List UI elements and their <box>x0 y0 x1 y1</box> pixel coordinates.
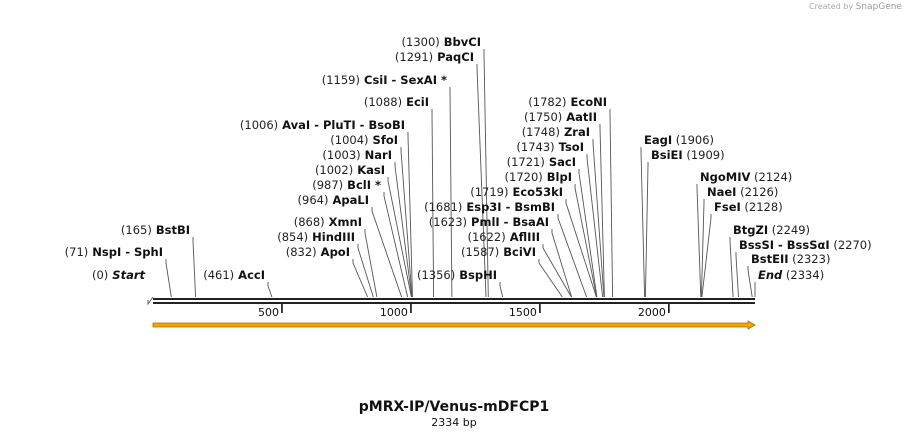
site-line-start <box>147 296 154 306</box>
site-line-apali <box>371 207 403 298</box>
site-label-hindiii: (854) HindIII <box>277 230 355 244</box>
site-label-nari: (1003) NarI <box>322 148 392 162</box>
site-line-paqci <box>476 64 487 298</box>
site-line-sfoi <box>400 147 413 298</box>
site-line-eco53ki <box>565 199 597 298</box>
site-label-bstbi: (165) BstBI <box>121 223 190 237</box>
site-label-start: (0) Start <box>92 268 146 282</box>
sequence-length: 2334 bp <box>431 416 477 429</box>
site-label-acci: (461) AccI <box>203 268 265 282</box>
site-line-nspi <box>165 259 172 298</box>
site-line-hindiii <box>357 244 374 298</box>
site-line-btgzi <box>729 237 734 298</box>
site-label-zrai: (1748) ZraI <box>522 125 590 139</box>
site-line-tsoi <box>586 154 604 298</box>
site-line-bcivi <box>538 259 563 298</box>
credit-prefix: Created by <box>809 2 854 11</box>
site-label-bsphi: (1356) BspHI <box>417 268 497 282</box>
site-line-xmni <box>364 229 378 298</box>
site-line-afliii <box>542 244 572 298</box>
site-line-saci <box>578 169 598 298</box>
site-line-bsssi <box>735 252 739 298</box>
site-line-aatii <box>599 124 605 298</box>
site-label-bsiei: BsiEI (1909) <box>651 148 725 162</box>
site-line-nari <box>394 162 413 298</box>
site-label-saci: (1721) SacI <box>507 155 576 169</box>
site-line-apoi <box>352 259 369 298</box>
site-label-tsoi: (1743) TsoI <box>516 140 584 154</box>
axis-tick-label-2000: 2000 <box>638 306 666 319</box>
site-label-esp3i: (1681) Esp3I - BsmBI <box>424 200 555 214</box>
site-line-pmli <box>551 229 573 298</box>
site-label-sfoi: (1004) SfoI <box>330 133 398 147</box>
site-label-pmli: (1623) PmlI - BsaAI <box>429 215 549 229</box>
site-label-bsteii: BstEII (2323) <box>751 252 830 266</box>
site-label-bcli: (987) BclI * <box>312 178 381 192</box>
site-line-bsphi <box>499 282 504 298</box>
site-label-aatii: (1750) AatII <box>524 110 597 124</box>
site-label-fsei: FseI (2128) <box>714 200 783 214</box>
site-label-btgzi: BtgZI (2249) <box>733 223 810 237</box>
site-label-end: End (2334) <box>758 268 824 282</box>
site-label-ecii: (1088) EciI <box>364 95 429 109</box>
site-line-avai <box>407 132 413 298</box>
site-label-bcivi: (1587) BciVI <box>461 245 536 259</box>
site-line-zrai <box>592 139 605 298</box>
site-line-naei <box>700 199 705 298</box>
map-title: pMRX-IP/Venus-mDFCP1 <box>358 399 550 415</box>
axis-tick-label-500: 500 <box>258 306 279 319</box>
site-label-apali: (964) ApaLI <box>298 193 369 207</box>
site-line-bcli <box>383 192 409 298</box>
site-label-avai: (1006) AvaI - PluTI - BsoBI <box>240 118 405 132</box>
snapgene-logo: SnapGene <box>855 2 902 12</box>
snapgene-credit: Created by SnapGene <box>809 2 902 12</box>
site-line-econi <box>609 109 614 298</box>
site-line-kasi <box>387 177 412 298</box>
site-label-xmni: (868) XmnI <box>294 215 362 229</box>
site-label-afliii: (1622) AflIII <box>467 230 540 244</box>
site-label-blpi: (1720) BlpI <box>505 170 572 184</box>
site-line-ngomiv <box>696 184 702 298</box>
site-label-csii: (1159) CsiI - SexAI * <box>322 73 447 87</box>
site-line-ecii <box>431 109 435 298</box>
site-label-bsssi: BssSI - BssSαI (2270) <box>739 238 872 252</box>
site-label-econi: (1782) EcoNI <box>528 95 607 109</box>
site-line-blpi <box>574 184 598 298</box>
site-line-acci <box>267 282 273 298</box>
site-label-kasi: (1002) KasI <box>315 163 385 177</box>
site-line-esp3i <box>557 214 588 298</box>
axis-tick-label-1000: 1000 <box>380 306 408 319</box>
site-line-bsteii <box>747 266 753 298</box>
axis-tick-label-1500: 1500 <box>509 306 537 319</box>
site-label-eagi: EagI (1906) <box>644 133 714 147</box>
site-line-bbvci <box>483 49 489 298</box>
site-label-apoi: (832) ApoI <box>286 245 350 259</box>
site-label-nspi: (71) NspI - SphI <box>65 245 163 259</box>
site-line-bsiei <box>644 162 649 298</box>
site-label-ngomiv: NgoMIV (2124) <box>700 170 792 184</box>
site-label-eco53ki: (1719) Eco53kI <box>470 185 563 199</box>
site-line-fsei <box>701 214 712 298</box>
site-label-paqci: (1291) PaqCI <box>395 50 474 64</box>
site-line-eagi <box>640 147 646 298</box>
site-label-naei: NaeI (2126) <box>707 185 778 199</box>
site-line-bstbi <box>192 237 197 298</box>
site-line-csii <box>449 87 453 298</box>
feature-arrow-0 <box>152 320 756 330</box>
site-label-bbvci: (1300) BbvCI <box>402 35 481 49</box>
